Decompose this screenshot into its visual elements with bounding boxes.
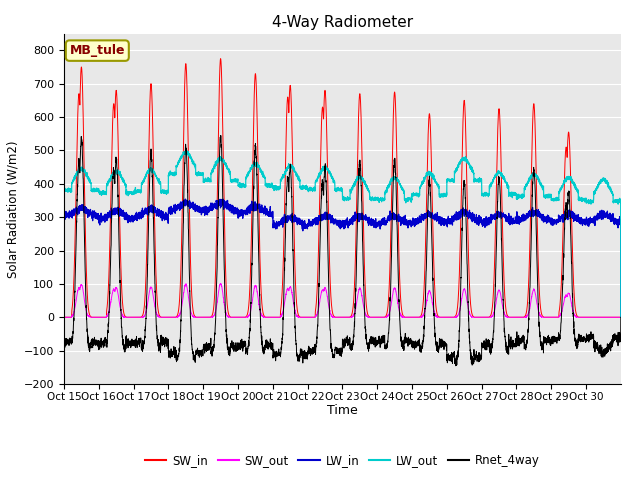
LW_out: [495, 168, 503, 174]
Line: LW_out: LW_out: [64, 151, 621, 317]
SW_in: [364, 309, 371, 314]
Line: SW_out: SW_out: [64, 283, 621, 317]
SW_out: [364, 313, 371, 319]
LW_out: [60, 187, 68, 193]
Rnet_4way: [393, 221, 401, 227]
SW_out: [617, 314, 625, 320]
SW_in: [175, 299, 183, 305]
SW_out: [495, 288, 503, 293]
Rnet_4way: [537, 341, 545, 347]
SW_in: [495, 107, 503, 112]
Rnet_4way: [452, 363, 460, 369]
Rnet_4way: [175, 346, 183, 352]
Rnet_4way: [364, 340, 371, 346]
SW_out: [60, 314, 68, 320]
Y-axis label: Solar Radiation (W/m2): Solar Radiation (W/m2): [6, 140, 20, 277]
Rnet_4way: [523, 337, 531, 343]
SW_in: [617, 314, 625, 320]
Line: LW_in: LW_in: [64, 199, 621, 317]
SW_out: [216, 280, 224, 286]
LW_in: [364, 216, 371, 222]
SW_out: [175, 312, 183, 318]
LW_in: [175, 203, 183, 209]
SW_out: [537, 313, 545, 319]
LW_in: [393, 215, 401, 221]
SW_out: [523, 314, 531, 320]
LW_out: [617, 314, 625, 320]
Legend: SW_in, SW_out, LW_in, LW_out, Rnet_4way: SW_in, SW_out, LW_in, LW_out, Rnet_4way: [140, 449, 545, 472]
LW_out: [537, 180, 545, 186]
SW_in: [60, 314, 68, 320]
Line: Rnet_4way: Rnet_4way: [64, 135, 621, 366]
Text: MB_tule: MB_tule: [70, 44, 125, 57]
Title: 4-Way Radiometer: 4-Way Radiometer: [272, 15, 413, 30]
Line: SW_in: SW_in: [64, 59, 621, 317]
LW_in: [182, 196, 189, 202]
LW_out: [393, 175, 401, 180]
LW_out: [175, 158, 183, 164]
Rnet_4way: [617, 314, 625, 320]
SW_in: [393, 161, 401, 167]
LW_in: [60, 215, 68, 221]
LW_out: [523, 181, 531, 187]
LW_in: [617, 314, 625, 320]
SW_out: [393, 295, 401, 300]
SW_in: [523, 309, 531, 314]
Rnet_4way: [495, 180, 503, 185]
Rnet_4way: [60, 342, 68, 348]
SW_in: [217, 56, 225, 61]
SW_in: [537, 308, 545, 313]
LW_in: [523, 211, 531, 217]
LW_in: [537, 215, 545, 221]
LW_out: [364, 186, 371, 192]
Rnet_4way: [217, 132, 225, 138]
X-axis label: Time: Time: [327, 405, 358, 418]
LW_out: [183, 148, 191, 154]
LW_in: [495, 211, 503, 216]
